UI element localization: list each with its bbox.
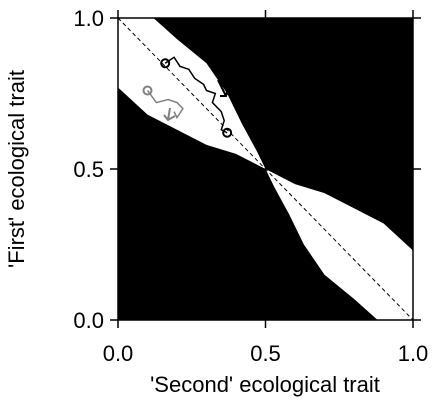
trajectory [164, 56, 228, 134]
point-marker [160, 58, 171, 69]
y-tick-label: 0.0 [73, 308, 104, 333]
arrow [163, 107, 176, 122]
reference-line [117, 17, 414, 321]
y-tick-label: 0.5 [73, 157, 104, 182]
arrows [163, 79, 229, 122]
trajectory [146, 90, 184, 120]
point-marker [142, 85, 153, 96]
point-marker [222, 127, 233, 138]
y-tick-label: 1.0 [73, 6, 104, 31]
arrow [217, 79, 229, 97]
plot-area: 0.0 0.5 1.0 0.0 0.5 1.0 [73, 6, 428, 366]
x-tick-label: 0.5 [250, 341, 281, 366]
x-tick-label: 1.0 [398, 341, 429, 366]
x-tick-label: 0.0 [103, 341, 134, 366]
y-axis-title: 'First' ecological trait [4, 70, 29, 268]
x-axis-title: 'Second' ecological trait [150, 372, 380, 397]
